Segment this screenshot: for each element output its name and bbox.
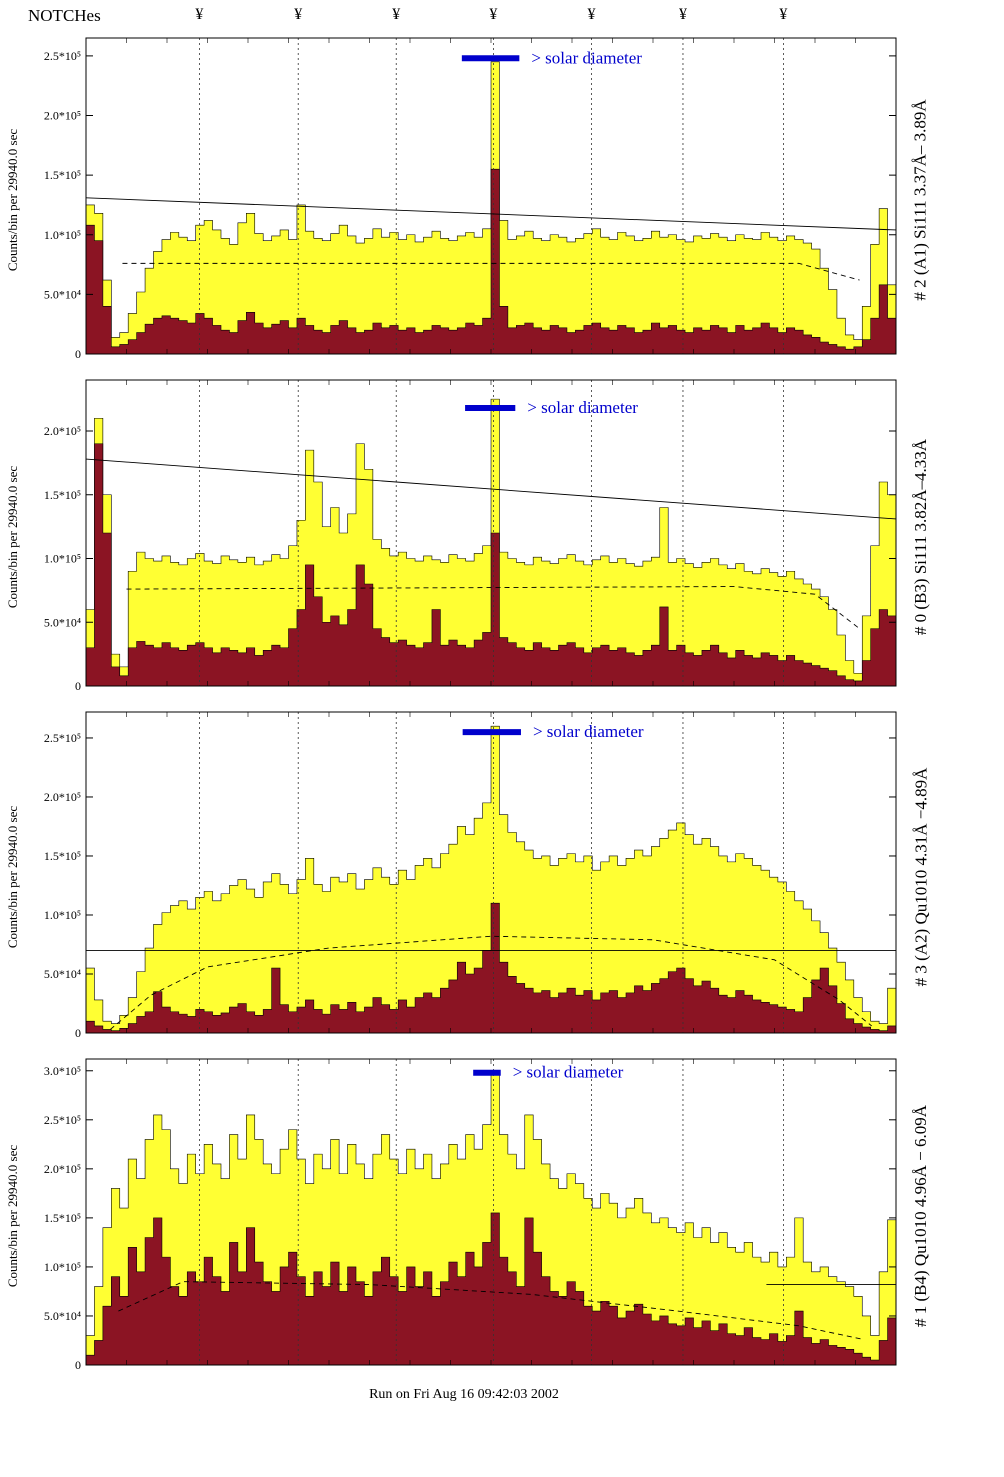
spacer bbox=[2, 4, 24, 30]
y-tick-label: 1.5*10⁵ bbox=[44, 488, 81, 502]
y-tick-label: 5.0*10⁴ bbox=[44, 967, 81, 981]
y-tick-label: 3.0*10⁵ bbox=[44, 1064, 81, 1078]
y-axis-title-text: Counts/bin per 29940.0 sec bbox=[5, 805, 21, 948]
notch-symbol: ¥ bbox=[779, 6, 788, 23]
solar-diameter-label: > solar diameter bbox=[533, 722, 644, 741]
y-tick-label: 1.0*10⁵ bbox=[44, 1260, 81, 1274]
solar-diameter-label: > solar diameter bbox=[527, 398, 638, 417]
run-timestamp: Run on Fri Aug 16 09:42:03 2002 bbox=[369, 1387, 559, 1402]
y-axis-title: Counts/bin per 29940.0 sec bbox=[2, 372, 24, 702]
y-tick-label: 2.0*10⁵ bbox=[44, 790, 81, 804]
panel-chart-3: 0 5.0*10⁴ 1.0*10⁵ 1.5*10⁵ 2.0*10⁵ 2.5*10⁵ > so… bbox=[44, 711, 897, 1040]
trend-line bbox=[85, 458, 897, 520]
panel-right-label-4: # 1 (B4) Qu1010 4.96Å − 6.09Å bbox=[904, 1051, 938, 1381]
spacer bbox=[2, 1383, 24, 1403]
panel-row-4: Counts/bin per 29940.0 sec 0 5.0*10⁴ 1.0*1… bbox=[2, 1051, 1004, 1381]
notches-label: NOTCHes bbox=[28, 6, 101, 25]
y-tick-label: 2.5*10⁵ bbox=[44, 1113, 81, 1127]
panel-right-label-3: # 3 (A2) Qu1010 4.31Å −4.89Å bbox=[904, 704, 938, 1049]
y-tick-label: 1.5*10⁵ bbox=[44, 168, 81, 182]
background-dashed-curve bbox=[122, 262, 860, 281]
panel-right-label-text: # 0 (B3) Si111 3.82Å–4.33Å bbox=[911, 438, 931, 636]
panel-right-label-2: # 0 (B3) Si111 3.82Å–4.33Å bbox=[904, 372, 938, 702]
y-tick-label: 2.0*10⁵ bbox=[44, 424, 81, 438]
trend-line bbox=[85, 197, 897, 231]
notch-symbol: ¥ bbox=[587, 6, 596, 23]
solar-diameter-label: > solar diameter bbox=[531, 48, 642, 67]
spacer bbox=[904, 1383, 938, 1403]
y-tick-label: 2.0*10⁵ bbox=[44, 109, 81, 123]
y-axis-title-text: Counts/bin per 29940.0 sec bbox=[5, 1144, 21, 1288]
background-dashed-curve bbox=[110, 935, 872, 1030]
y-tick-label: 5.0*10⁴ bbox=[44, 1309, 81, 1323]
panel-right-label-text: # 1 (B4) Qu1010 4.96Å − 6.09Å bbox=[911, 1104, 930, 1328]
y-tick-label: 0 bbox=[75, 679, 81, 693]
y-tick-label: 1.5*10⁵ bbox=[44, 1211, 81, 1225]
figure: NOTCHes ¥ ¥ ¥ ¥ ¥ ¥ ¥ Counts/bin per 29940.0 s… bbox=[2, 4, 1004, 1403]
histogram-background bbox=[85, 168, 897, 355]
y-axis-title: Counts/bin per 29940.0 sec bbox=[2, 30, 24, 370]
y-tick-label: 0 bbox=[75, 1026, 81, 1040]
notch-symbol: ¥ bbox=[294, 6, 303, 23]
spacer bbox=[904, 4, 938, 30]
y-axis-title-text: Counts/bin per 29940.0 sec bbox=[5, 128, 21, 272]
panel-row-1: Counts/bin per 29940.0 sec 0 5.0*10⁴ 1.0*1… bbox=[2, 30, 1004, 370]
solar-diameter-label: > solar diameter bbox=[513, 1063, 624, 1082]
histogram-background bbox=[85, 1212, 897, 1366]
notches-header-row: NOTCHes ¥ ¥ ¥ ¥ ¥ ¥ ¥ bbox=[2, 4, 1004, 30]
y-tick-label: 1.0*10⁵ bbox=[44, 908, 81, 922]
panel-chart-1: 0 5.0*10⁴ 1.0*10⁵ 1.5*10⁵ 2.0*10⁵ 2.5*10⁵ > so… bbox=[44, 37, 897, 361]
histogram-background bbox=[85, 443, 897, 687]
y-tick-label: 1.5*10⁵ bbox=[44, 849, 81, 863]
footer-row: Run on Fri Aug 16 09:42:03 2002 bbox=[2, 1383, 1004, 1403]
y-tick-label: 1.0*10⁵ bbox=[44, 228, 81, 242]
notch-symbol: ¥ bbox=[489, 6, 498, 23]
panel-right-label-1: # 2 (A1) Si111 3.37Å– 3.89Å bbox=[904, 30, 938, 370]
panel-row-2: Counts/bin per 29940.0 sec 0 5.0*10⁴ 1.0*1… bbox=[2, 372, 1004, 702]
panel-row-3: Counts/bin per 29940.0 sec 0 5.0*10⁴ 1.0*1… bbox=[2, 704, 1004, 1049]
notch-symbol: ¥ bbox=[392, 6, 401, 23]
y-tick-label: 2.0*10⁵ bbox=[44, 1162, 81, 1176]
y-tick-label: 1.0*10⁵ bbox=[44, 552, 81, 566]
background-dashed-curve bbox=[118, 1281, 864, 1340]
notch-symbol: ¥ bbox=[195, 6, 204, 23]
y-tick-label: 0 bbox=[75, 347, 81, 361]
panel-right-label-text: # 2 (A1) Si111 3.37Å– 3.89Å bbox=[911, 99, 931, 301]
panel-chart-4: 0 5.0*10⁴ 1.0*10⁵ 1.5*10⁵ 2.0*10⁵ 2.5*10⁵ 3.0*… bbox=[44, 1058, 897, 1372]
y-axis-title-text: Counts/bin per 29940.0 sec bbox=[5, 465, 21, 609]
panel-chart-2: 0 5.0*10⁴ 1.0*10⁵ 1.5*10⁵ 2.0*10⁵ > solar dia… bbox=[44, 379, 897, 693]
histogram-background bbox=[85, 902, 897, 1034]
y-tick-label: 2.5*10⁵ bbox=[44, 49, 81, 63]
histogram-total bbox=[85, 725, 897, 1034]
y-axis-title: Counts/bin per 29940.0 sec bbox=[2, 704, 24, 1049]
notches-header: NOTCHes ¥ ¥ ¥ ¥ ¥ ¥ ¥ bbox=[24, 4, 904, 30]
y-tick-label: 5.0*10⁴ bbox=[44, 615, 81, 629]
background-dashed-curve bbox=[126, 586, 860, 629]
notch-symbol: ¥ bbox=[678, 6, 687, 23]
panel-right-label-text: # 3 (A2) Qu1010 4.31Å −4.89Å bbox=[911, 767, 930, 986]
y-tick-label: 5.0*10⁴ bbox=[44, 287, 81, 301]
y-tick-label: 0 bbox=[75, 1358, 81, 1372]
y-tick-label: 2.5*10⁵ bbox=[44, 731, 81, 745]
y-axis-title: Counts/bin per 29940.0 sec bbox=[2, 1051, 24, 1381]
